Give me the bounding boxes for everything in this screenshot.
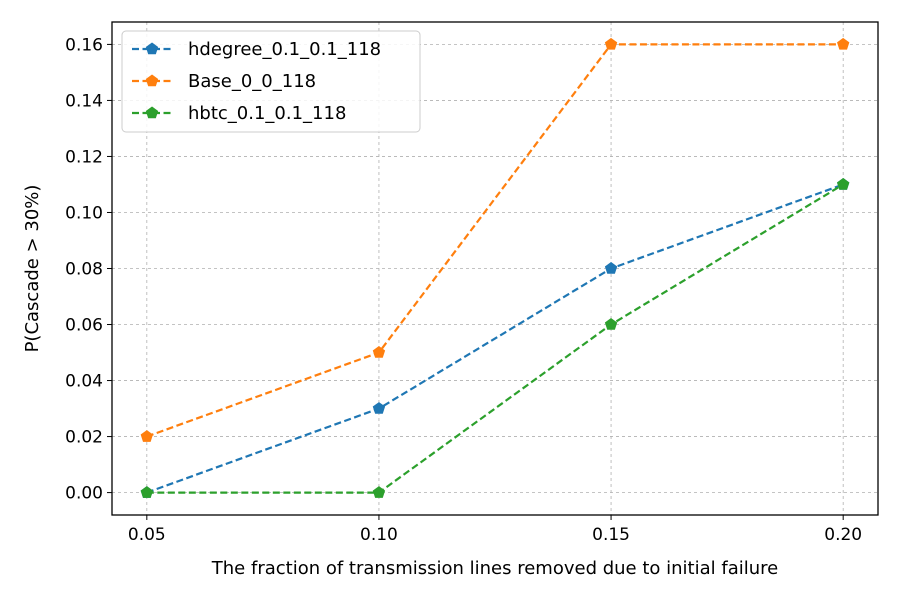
x-axis-label: The fraction of transmission lines remov… bbox=[211, 558, 778, 579]
x-axis-ticks: 0.05 0.10 0.15 0.20 bbox=[128, 515, 862, 545]
x-tick-label: 0.10 bbox=[360, 525, 398, 545]
y-tick-label: 0.04 bbox=[65, 372, 103, 392]
y-tick-label: 0.08 bbox=[65, 260, 103, 280]
y-tick-label: 0.00 bbox=[65, 484, 103, 504]
legend-box bbox=[121, 30, 421, 133]
y-tick-label: 0.12 bbox=[65, 147, 103, 167]
y-axis-label: P(Cascade > 30%) bbox=[22, 185, 43, 353]
series-line bbox=[146, 43, 844, 438]
legend-label: Base_0_0_118 bbox=[188, 71, 316, 92]
data-point bbox=[604, 318, 618, 330]
legend: hdegree_0.1_0.1_118 Base_0_0_118 hbtc_0.1_… bbox=[121, 30, 421, 133]
legend-label: hbtc_0.1_0.1_118 bbox=[188, 103, 346, 124]
data-point bbox=[372, 486, 386, 498]
series-Base_0_0_118 bbox=[140, 37, 850, 442]
legend-marker bbox=[145, 106, 159, 119]
series-layer bbox=[140, 37, 850, 498]
series-hbtc_0.1_0.1_118 bbox=[140, 177, 850, 498]
data-point bbox=[372, 402, 386, 414]
y-tick-label: 0.14 bbox=[65, 91, 103, 111]
series-line bbox=[146, 183, 844, 494]
y-tick-label: 0.06 bbox=[65, 316, 103, 336]
data-point bbox=[837, 177, 850, 190]
legend-marker bbox=[145, 74, 159, 87]
data-point bbox=[140, 430, 153, 442]
y-tick-label: 0.02 bbox=[65, 428, 103, 448]
data-point bbox=[604, 262, 618, 274]
y-tick-label: 0.10 bbox=[65, 203, 103, 223]
y-axis-ticks: 0.00 0.02 0.04 0.06 0.08 0.10 0.12 0.14 0.16 bbox=[65, 35, 112, 504]
data-point bbox=[372, 346, 386, 358]
data-point bbox=[604, 37, 618, 50]
x-tick-label: 0.15 bbox=[592, 525, 630, 545]
x-tick-label: 0.05 bbox=[128, 525, 166, 545]
series-line bbox=[146, 183, 844, 494]
data-point bbox=[140, 486, 153, 498]
legend-label: hdegree_0.1_0.1_118 bbox=[188, 39, 381, 60]
y-tick-label: 0.16 bbox=[65, 35, 103, 55]
series-hdegree_0.1_0.1_118 bbox=[140, 177, 850, 498]
legend-marker bbox=[145, 42, 159, 55]
data-point bbox=[837, 37, 850, 50]
x-tick-label: 0.20 bbox=[824, 525, 862, 545]
